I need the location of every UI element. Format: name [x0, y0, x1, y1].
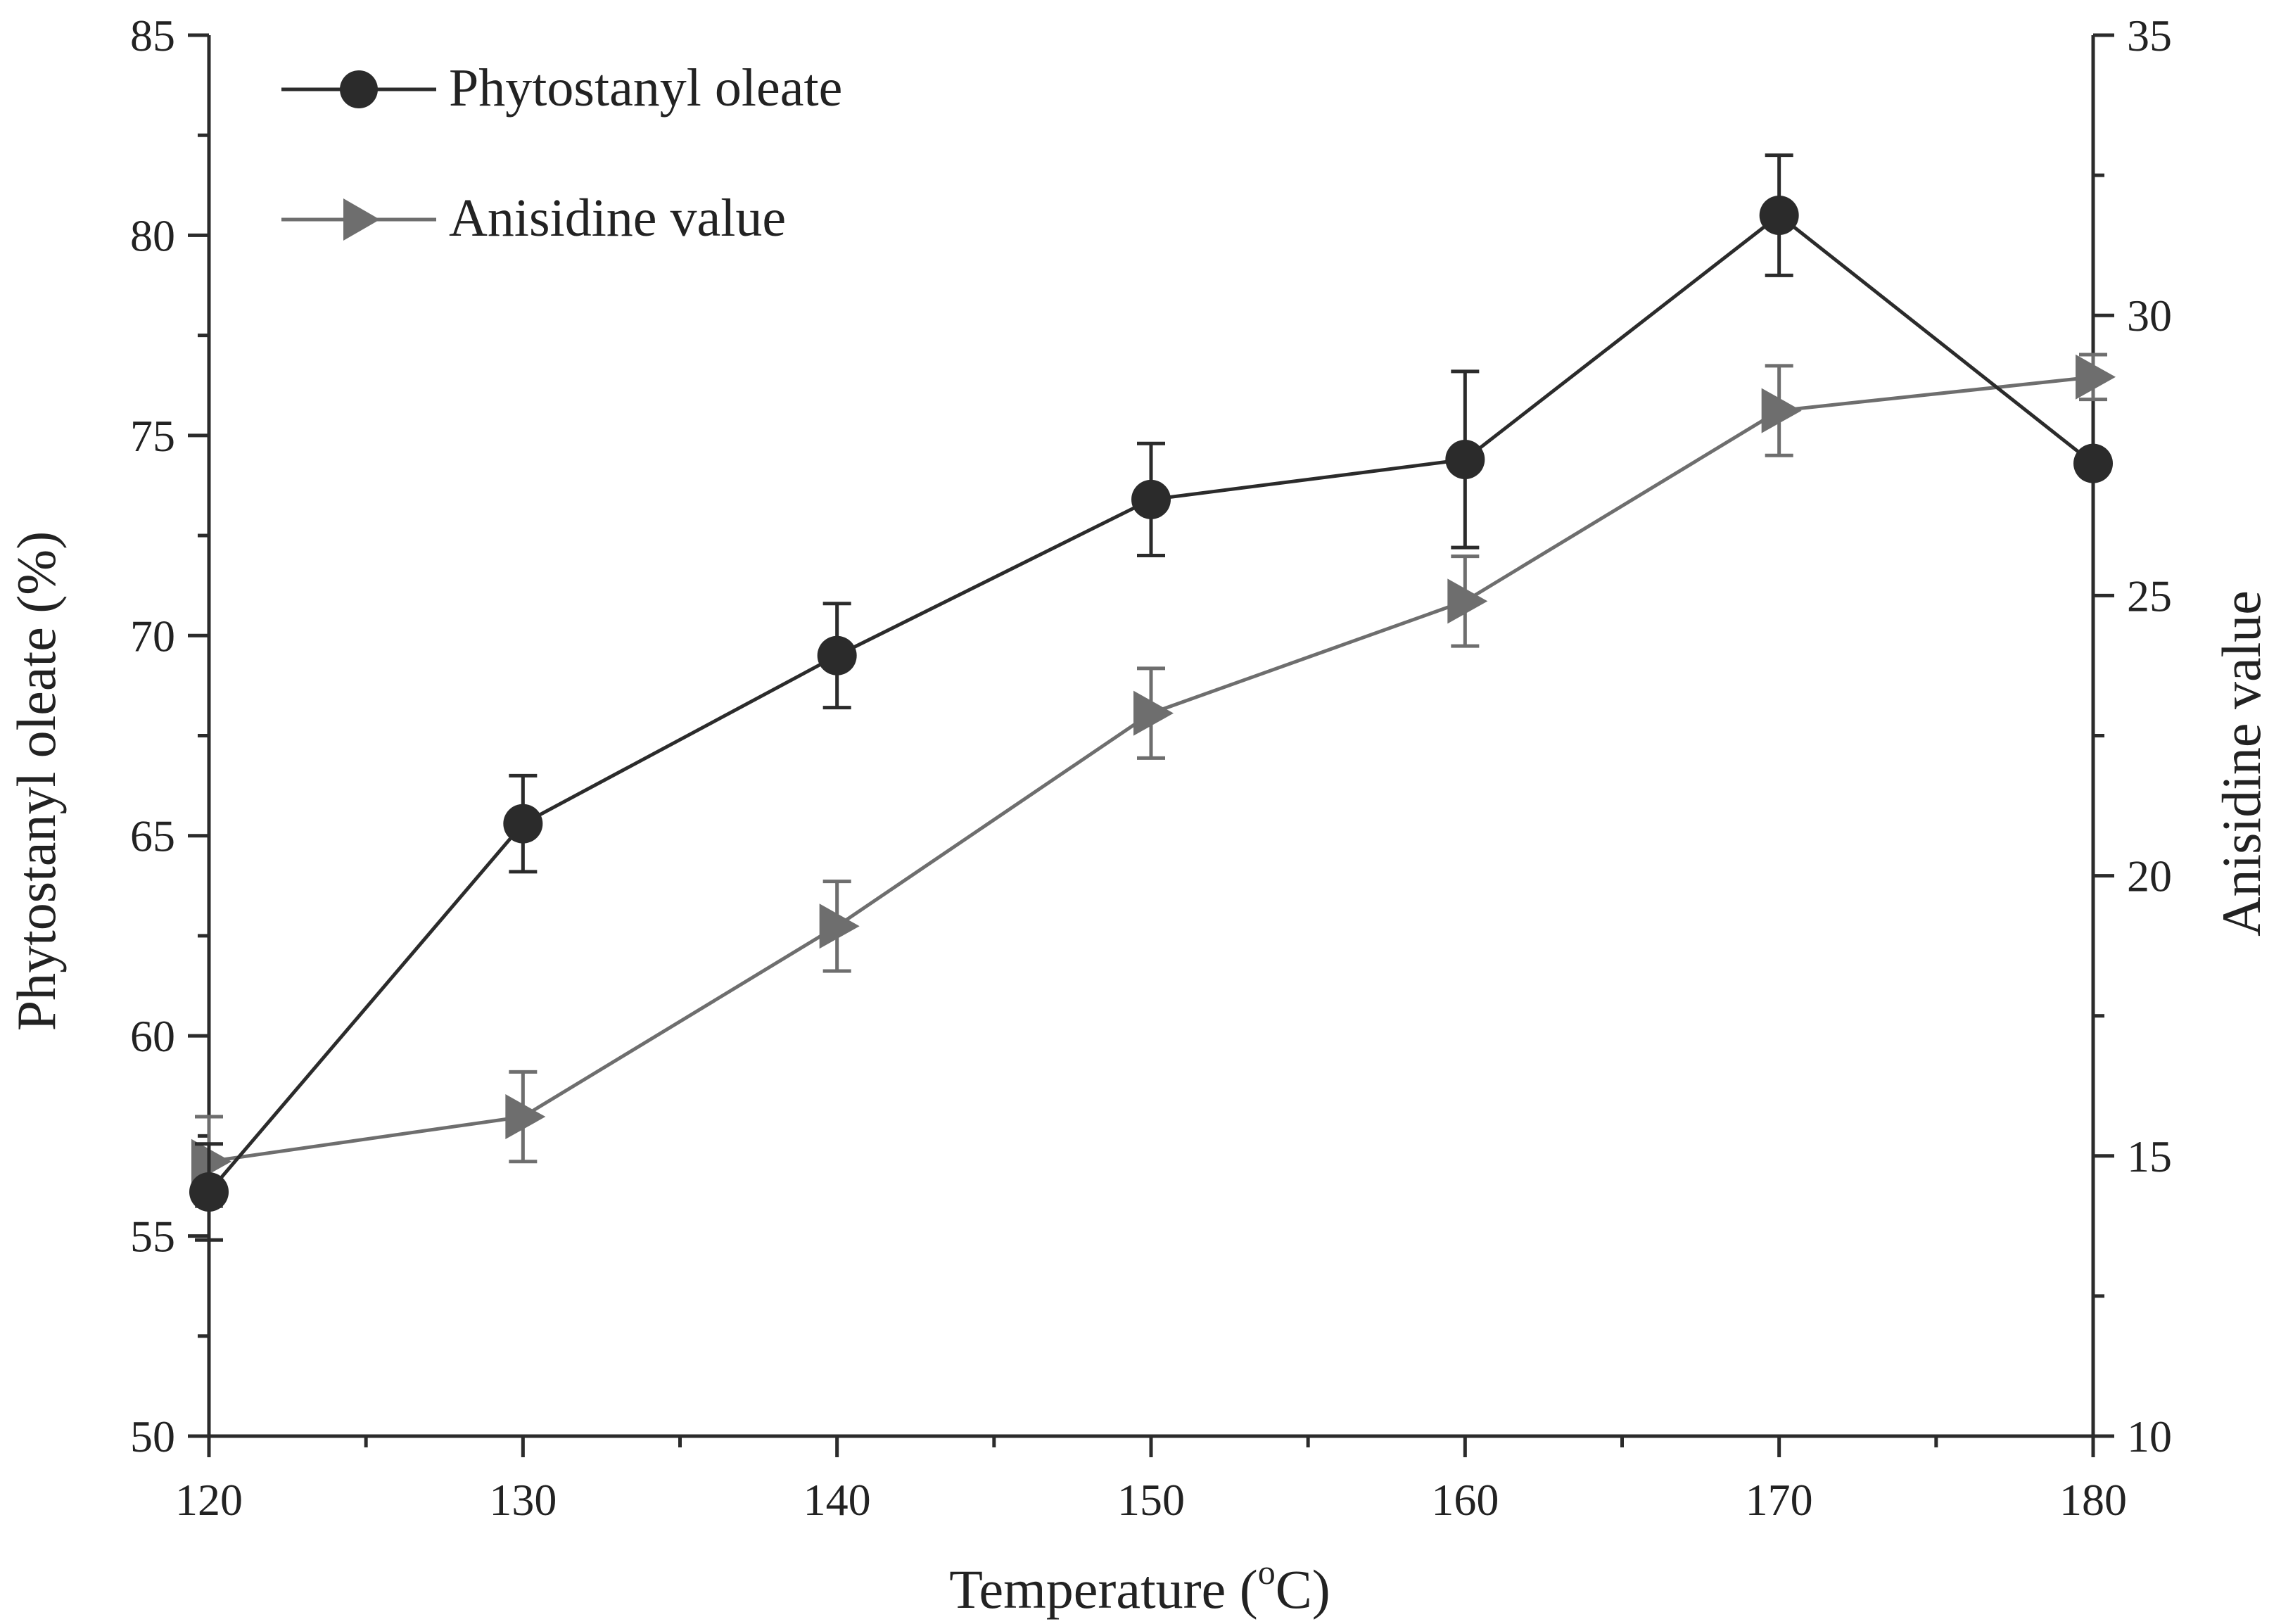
- y-axis-right-label: Anisidine value: [2211, 590, 2272, 937]
- x-axis-label-main: Temperature (: [949, 1559, 1257, 1620]
- y-right-tick-label-30: 30: [2127, 291, 2172, 341]
- point-phytostanyl-oleate-180: [2073, 443, 2113, 483]
- point-anisidine-value-160: [1447, 578, 1488, 624]
- point-phytostanyl-oleate-120: [189, 1172, 229, 1212]
- point-anisidine-value-120: [191, 1138, 231, 1184]
- legend-label-phytostanyl-oleate: Phytostanyl oleate: [449, 58, 842, 118]
- point-anisidine-value-130: [505, 1094, 546, 1140]
- x-tick-label-120: 120: [175, 1475, 243, 1525]
- y-left-tick-label-55: 55: [130, 1212, 175, 1262]
- x-tick-label-180: 180: [2059, 1475, 2127, 1525]
- point-anisidine-value-150: [1133, 690, 1174, 736]
- point-phytostanyl-oleate-130: [503, 804, 543, 844]
- y-right-tick-label-20: 20: [2127, 851, 2172, 901]
- x-tick-label-170: 170: [1746, 1475, 1813, 1525]
- x-tick-label-160: 160: [1431, 1475, 1499, 1525]
- x-axis-label-tail: C): [1276, 1559, 1330, 1620]
- x-tick-label-140: 140: [803, 1475, 871, 1525]
- y-left-tick-label-60: 60: [130, 1011, 175, 1061]
- y-right-tick-label-10: 10: [2127, 1412, 2172, 1461]
- legend-marker-anisidine-value: [343, 198, 380, 241]
- point-anisidine-value-180: [2076, 354, 2116, 400]
- series-layer: [189, 153, 2116, 1242]
- legend-label-anisidine-value: Anisidine value: [449, 189, 786, 248]
- point-phytostanyl-oleate-140: [817, 635, 857, 675]
- point-anisidine-value-140: [819, 903, 860, 949]
- y-left-tick-label-85: 85: [130, 11, 175, 61]
- point-phytostanyl-oleate-160: [1445, 439, 1485, 479]
- y-left-tick-label-75: 75: [130, 411, 175, 461]
- series-anisidine-value: [191, 353, 2116, 1208]
- y-right-tick-label-15: 15: [2127, 1131, 2172, 1181]
- legend-marker-phytostanyl-oleate: [340, 70, 378, 108]
- point-phytostanyl-oleate-150: [1131, 479, 1171, 519]
- y-right-tick-label-35: 35: [2127, 11, 2172, 61]
- x-tick-label-150: 150: [1117, 1475, 1185, 1525]
- point-anisidine-value-170: [1761, 388, 1802, 433]
- y-right-tick-label-25: 25: [2127, 571, 2172, 621]
- axes: 120 130 140 150 160 170 180 50 55 60 65 70 75 80 85 10 1…: [130, 11, 2172, 1525]
- x-axis-label-superscript: o: [1258, 1552, 1276, 1592]
- y-left-tick-label-65: 65: [130, 811, 175, 861]
- y-left-tick-label-80: 80: [130, 210, 175, 260]
- y-left-tick-label-50: 50: [130, 1412, 175, 1461]
- x-axis-label: Temperature (oC): [949, 1552, 1330, 1620]
- y-left-tick-label-70: 70: [130, 611, 175, 661]
- x-tick-label-130: 130: [489, 1475, 557, 1525]
- y-axis-left-label: Phytostanyl oleate (%): [6, 531, 67, 1032]
- series-phytostanyl-oleate: [189, 153, 2113, 1242]
- point-phytostanyl-oleate-170: [1759, 195, 1799, 235]
- legend: Phytostanyl oleate Anisidine value: [281, 58, 842, 248]
